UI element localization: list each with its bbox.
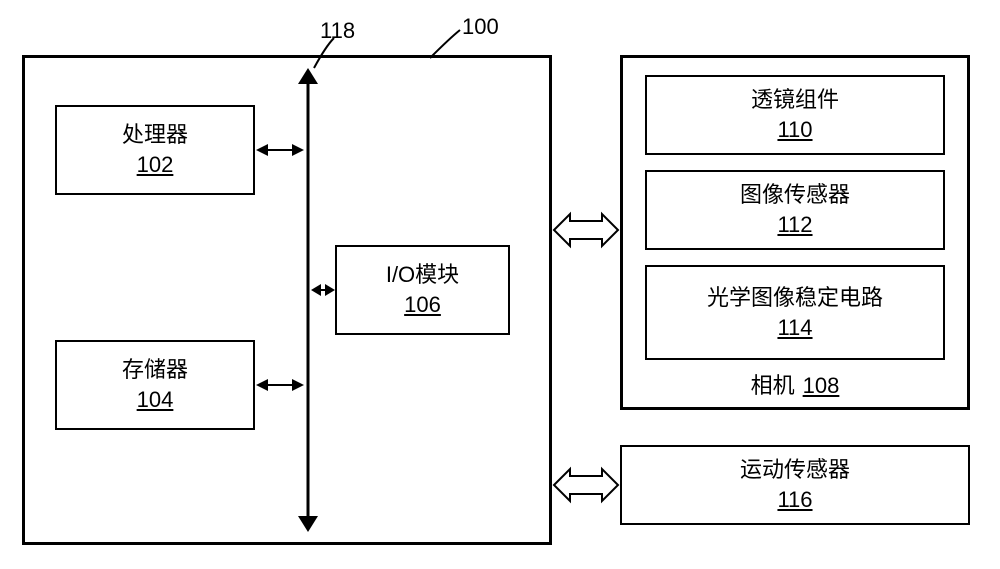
ref-118: 118 [320, 18, 355, 44]
image-sensor-label: 图像传感器 [740, 180, 850, 210]
ois-label: 光学图像稳定电路 [707, 283, 883, 313]
motion-sensor-label: 运动传感器 [740, 455, 850, 485]
ref-100: 100 [462, 14, 499, 40]
ois-block: 光学图像稳定电路 114 [645, 265, 945, 360]
processor-block: 处理器 102 [55, 105, 255, 195]
io-module-ref: 106 [404, 290, 441, 320]
lens-ref: 110 [777, 115, 812, 145]
camera-label: 相机 [751, 371, 795, 401]
motion-sensor-ref: 116 [777, 485, 812, 515]
memory-block: 存储器 104 [55, 340, 255, 430]
camera-caption: 相机 108 [751, 371, 840, 401]
lens-block: 透镜组件 110 [645, 75, 945, 155]
image-sensor-ref: 112 [777, 210, 812, 240]
io-module-block: I/O模块 106 [335, 245, 510, 335]
memory-ref: 104 [137, 385, 174, 415]
ois-ref: 114 [777, 313, 812, 343]
processor-ref: 102 [137, 150, 174, 180]
io-module-label: I/O模块 [386, 260, 459, 290]
camera-ref: 108 [803, 371, 840, 401]
memory-label: 存储器 [122, 355, 188, 385]
leader-100 [430, 30, 460, 58]
motion-sensor-block: 运动传感器 116 [620, 445, 970, 525]
processor-label: 处理器 [122, 120, 188, 150]
diagram-canvas: 处理器 102 存储器 104 I/O模块 106 相机 108 透镜组件 11… [0, 0, 1000, 569]
image-sensor-block: 图像传感器 112 [645, 170, 945, 250]
arrow-host-camera [554, 214, 618, 246]
lens-label: 透镜组件 [751, 85, 839, 115]
arrow-host-motion [554, 469, 618, 501]
